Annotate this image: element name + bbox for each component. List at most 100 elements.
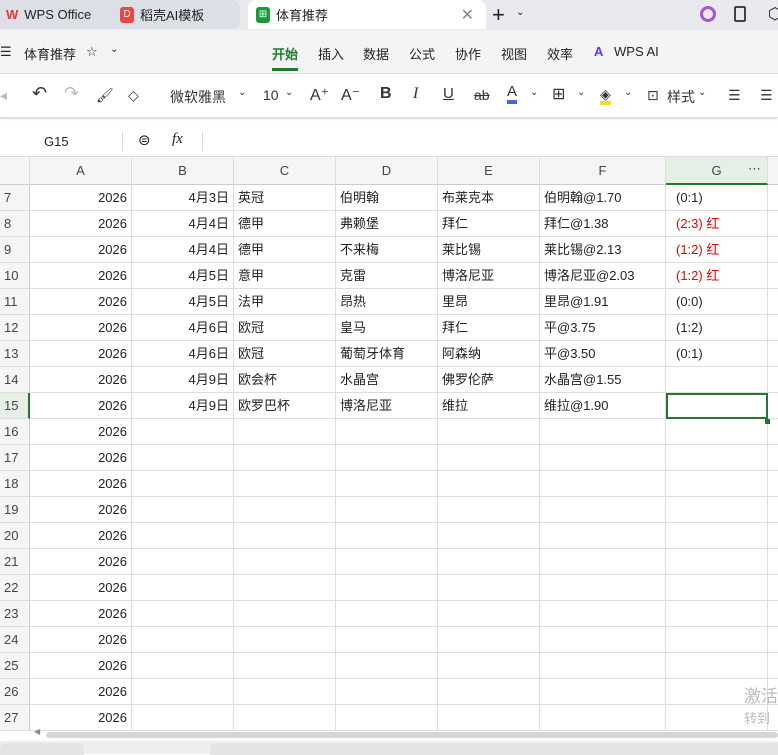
cell-b[interactable]: 4月6日 <box>132 315 234 341</box>
cell-a[interactable]: 2026 <box>30 601 132 627</box>
ribbon-tab-formula[interactable]: 公式 <box>409 47 436 62</box>
row-header[interactable]: 9 <box>0 237 30 263</box>
cell-a[interactable]: 2026 <box>30 341 132 367</box>
column-header-a[interactable]: A <box>30 157 132 185</box>
cell-h[interactable] <box>768 263 778 289</box>
cell-h[interactable] <box>768 237 778 263</box>
assistant-icon[interactable] <box>700 6 716 22</box>
row-header[interactable]: 27 <box>0 705 30 731</box>
cell-f[interactable] <box>540 601 666 627</box>
column-header-d[interactable]: D <box>336 157 438 185</box>
cell-c[interactable]: 法甲 <box>234 289 336 315</box>
cell-b[interactable] <box>132 627 234 653</box>
cell-g[interactable] <box>666 471 768 497</box>
cell-f[interactable] <box>540 705 666 731</box>
cell-c[interactable] <box>234 705 336 731</box>
decrease-font-icon[interactable]: A⁻ <box>341 87 361 104</box>
cell-g[interactable] <box>666 575 768 601</box>
cell-b[interactable] <box>132 445 234 471</box>
chevron-down-icon[interactable]: ⌄ <box>577 87 586 98</box>
cell-f[interactable]: 平@3.75 <box>540 315 666 341</box>
cell-h[interactable] <box>768 367 778 393</box>
cell-e[interactable] <box>438 419 540 445</box>
cell-g[interactable]: (0:0) <box>666 289 768 315</box>
cell-b[interactable]: 4月9日 <box>132 393 234 419</box>
cell-g[interactable] <box>666 627 768 653</box>
cell-c[interactable]: 欧会杯 <box>234 367 336 393</box>
column-header-b[interactable]: B <box>132 157 234 185</box>
cell-d[interactable] <box>336 627 438 653</box>
chevron-down-icon[interactable]: ⌄ <box>698 87 707 98</box>
cell-b[interactable] <box>132 419 234 445</box>
row-header[interactable]: 19 <box>0 497 30 523</box>
cell-f[interactable]: 里昂@1.91 <box>540 289 666 315</box>
cell-e[interactable] <box>438 601 540 627</box>
cell-h[interactable] <box>768 211 778 237</box>
cell-b[interactable]: 4月9日 <box>132 367 234 393</box>
row-header[interactable]: 25 <box>0 653 30 679</box>
cell-e[interactable] <box>438 575 540 601</box>
cell-b[interactable] <box>132 575 234 601</box>
row-header[interactable]: 10 <box>0 263 30 289</box>
column-header-e[interactable]: E <box>438 157 540 185</box>
cell-b[interactable] <box>132 601 234 627</box>
cell-h[interactable] <box>768 289 778 315</box>
cell-g[interactable] <box>666 445 768 471</box>
cell-f[interactable] <box>540 471 666 497</box>
cell-c[interactable]: 意甲 <box>234 263 336 289</box>
cell-h[interactable] <box>768 497 778 523</box>
cell-a[interactable]: 2026 <box>30 393 132 419</box>
ribbon-tab-insert[interactable]: 插入 <box>318 47 345 62</box>
scrollbar-thumb[interactable] <box>46 732 778 738</box>
undo-icon[interactable]: ↶ <box>32 83 48 103</box>
align-left-icon[interactable]: ☰ <box>728 87 741 103</box>
cell-a[interactable]: 2026 <box>30 497 132 523</box>
chevron-down-icon[interactable]: ⌄ <box>110 44 119 55</box>
hamburger-icon[interactable]: ☰ <box>0 44 12 59</box>
sheet-tab[interactable] <box>210 743 778 755</box>
row-header[interactable]: 7 <box>0 185 30 211</box>
cell-c[interactable] <box>234 679 336 705</box>
tab-template[interactable]: D 稻壳AI模板 <box>112 0 240 29</box>
row-header[interactable]: 15 <box>0 393 30 419</box>
row-header[interactable]: 23 <box>0 601 30 627</box>
cell-e[interactable] <box>438 471 540 497</box>
cell-b[interactable]: 4月4日 <box>132 237 234 263</box>
column-header-c[interactable]: C <box>234 157 336 185</box>
cell-g[interactable]: (1:2) 红 <box>666 263 768 289</box>
cell-f[interactable]: 伯明翰@1.70 <box>540 185 666 211</box>
chevron-down-icon[interactable]: ⌄ <box>238 87 247 98</box>
cell-h[interactable] <box>768 393 778 419</box>
cell-a[interactable]: 2026 <box>30 367 132 393</box>
sheet-tab[interactable] <box>0 743 84 755</box>
cell-g[interactable]: (0:1) <box>666 185 768 211</box>
cell-d[interactable] <box>336 705 438 731</box>
formula-input[interactable] <box>212 125 772 157</box>
cell-g[interactable] <box>666 393 768 419</box>
cell-d[interactable]: 皇马 <box>336 315 438 341</box>
more-icon[interactable]: ⋯ <box>748 161 761 176</box>
underline-icon[interactable]: U <box>443 85 454 102</box>
cell-h[interactable] <box>768 705 778 731</box>
chevron-down-icon[interactable]: ⌄ <box>516 7 525 18</box>
cell-b[interactable] <box>132 679 234 705</box>
strikethrough-icon[interactable]: ab <box>474 87 490 103</box>
row-header[interactable]: 21 <box>0 549 30 575</box>
cell-g[interactable] <box>666 523 768 549</box>
fill-handle[interactable] <box>765 419 770 424</box>
cell-b[interactable] <box>132 549 234 575</box>
cell-e[interactable]: 博洛尼亚 <box>438 263 540 289</box>
cell-a[interactable]: 2026 <box>30 237 132 263</box>
column-header-g[interactable]: G <box>666 157 768 185</box>
cell-e[interactable] <box>438 549 540 575</box>
row-header[interactable]: 8 <box>0 211 30 237</box>
cell-d[interactable]: 葡萄牙体育 <box>336 341 438 367</box>
cell-g[interactable] <box>666 601 768 627</box>
column-header-h[interactable] <box>768 157 778 185</box>
cell-f[interactable]: 水晶宫@1.55 <box>540 367 666 393</box>
cell-d[interactable]: 弗赖堡 <box>336 211 438 237</box>
cell-e[interactable] <box>438 705 540 731</box>
cell-b[interactable] <box>132 471 234 497</box>
cell-d[interactable]: 伯明翰 <box>336 185 438 211</box>
cell-e[interactable]: 里昂 <box>438 289 540 315</box>
